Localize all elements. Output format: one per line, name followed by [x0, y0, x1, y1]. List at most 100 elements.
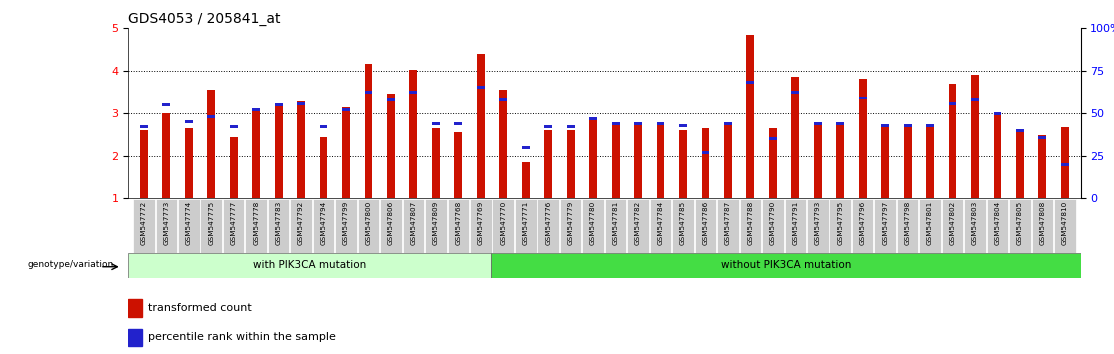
- Text: GSM547790: GSM547790: [770, 201, 775, 245]
- Bar: [545, 130, 553, 198]
- FancyBboxPatch shape: [515, 199, 537, 253]
- Bar: [297, 102, 305, 104]
- FancyBboxPatch shape: [740, 199, 761, 253]
- Bar: [275, 103, 283, 198]
- Bar: [724, 124, 732, 198]
- FancyBboxPatch shape: [941, 199, 964, 253]
- FancyBboxPatch shape: [335, 199, 356, 253]
- Text: GSM547808: GSM547808: [1039, 201, 1045, 245]
- Bar: [680, 130, 687, 198]
- Text: GSM547781: GSM547781: [613, 201, 618, 245]
- Bar: [994, 112, 1001, 115]
- Bar: [903, 126, 911, 198]
- FancyBboxPatch shape: [380, 199, 402, 253]
- Bar: [297, 101, 305, 198]
- Bar: [455, 122, 462, 125]
- FancyBboxPatch shape: [313, 199, 334, 253]
- Bar: [320, 125, 328, 129]
- FancyBboxPatch shape: [852, 199, 873, 253]
- Bar: [814, 124, 822, 198]
- FancyBboxPatch shape: [560, 199, 582, 253]
- Text: GSM547788: GSM547788: [747, 201, 753, 245]
- Text: GSM547798: GSM547798: [905, 201, 910, 245]
- FancyBboxPatch shape: [223, 199, 244, 253]
- Bar: [229, 125, 237, 129]
- Bar: [387, 98, 394, 101]
- Text: GSM547797: GSM547797: [882, 201, 888, 245]
- Text: percentile rank within the sample: percentile rank within the sample: [148, 332, 335, 342]
- FancyBboxPatch shape: [695, 199, 716, 253]
- Bar: [1016, 130, 1024, 198]
- FancyBboxPatch shape: [426, 199, 447, 253]
- Text: GSM547792: GSM547792: [299, 201, 304, 245]
- FancyBboxPatch shape: [133, 199, 155, 253]
- Bar: [589, 117, 597, 120]
- Text: GSM547802: GSM547802: [949, 201, 956, 245]
- Bar: [859, 97, 867, 99]
- Text: GSM547784: GSM547784: [657, 201, 664, 245]
- Bar: [252, 108, 260, 112]
- Text: GSM547778: GSM547778: [253, 201, 260, 245]
- Bar: [521, 162, 529, 198]
- Bar: [1061, 163, 1068, 166]
- Bar: [1038, 136, 1046, 138]
- Bar: [140, 130, 148, 198]
- Bar: [971, 75, 979, 198]
- FancyBboxPatch shape: [1032, 199, 1053, 253]
- Bar: [128, 329, 143, 346]
- Text: GSM547785: GSM547785: [680, 201, 686, 245]
- Text: GSM547795: GSM547795: [838, 201, 843, 245]
- Bar: [724, 122, 732, 125]
- Text: GSM547794: GSM547794: [321, 201, 326, 245]
- Bar: [769, 137, 776, 140]
- FancyBboxPatch shape: [987, 199, 1008, 253]
- Text: GSM547782: GSM547782: [635, 201, 641, 245]
- Bar: [207, 90, 215, 198]
- FancyBboxPatch shape: [649, 199, 672, 253]
- Bar: [128, 253, 491, 278]
- Bar: [567, 130, 575, 198]
- Bar: [477, 54, 485, 198]
- Bar: [971, 98, 979, 101]
- FancyBboxPatch shape: [245, 199, 267, 253]
- Bar: [387, 94, 394, 198]
- Bar: [342, 107, 350, 198]
- Text: without PIK3CA mutation: without PIK3CA mutation: [721, 261, 851, 270]
- Bar: [881, 124, 889, 127]
- Bar: [128, 299, 143, 317]
- Bar: [949, 84, 957, 198]
- FancyBboxPatch shape: [807, 199, 829, 253]
- Text: GSM547769: GSM547769: [478, 201, 483, 245]
- Bar: [859, 79, 867, 198]
- Text: GSM547774: GSM547774: [186, 201, 192, 245]
- Bar: [837, 125, 844, 198]
- Text: GSM547809: GSM547809: [433, 201, 439, 245]
- Bar: [364, 64, 372, 198]
- Text: GSM547793: GSM547793: [814, 201, 821, 245]
- Text: GSM547803: GSM547803: [973, 201, 978, 245]
- Text: GSM547779: GSM547779: [568, 201, 574, 245]
- Bar: [769, 128, 776, 198]
- Bar: [140, 125, 148, 129]
- Text: GSM547772: GSM547772: [140, 201, 147, 245]
- Bar: [185, 128, 193, 198]
- FancyBboxPatch shape: [965, 199, 986, 253]
- FancyBboxPatch shape: [919, 199, 941, 253]
- FancyBboxPatch shape: [402, 199, 424, 253]
- Text: transformed count: transformed count: [148, 303, 252, 313]
- FancyBboxPatch shape: [1054, 199, 1076, 253]
- Bar: [410, 70, 418, 198]
- FancyBboxPatch shape: [1009, 199, 1030, 253]
- FancyBboxPatch shape: [178, 199, 199, 253]
- Bar: [185, 120, 193, 123]
- Bar: [903, 124, 911, 127]
- Bar: [163, 103, 170, 106]
- Bar: [455, 132, 462, 198]
- Text: GDS4053 / 205841_at: GDS4053 / 205841_at: [128, 12, 281, 26]
- FancyBboxPatch shape: [267, 199, 290, 253]
- Text: GSM547810: GSM547810: [1062, 201, 1068, 245]
- Bar: [567, 125, 575, 129]
- Bar: [410, 91, 418, 95]
- Bar: [791, 91, 799, 95]
- Text: genotype/variation: genotype/variation: [28, 260, 114, 269]
